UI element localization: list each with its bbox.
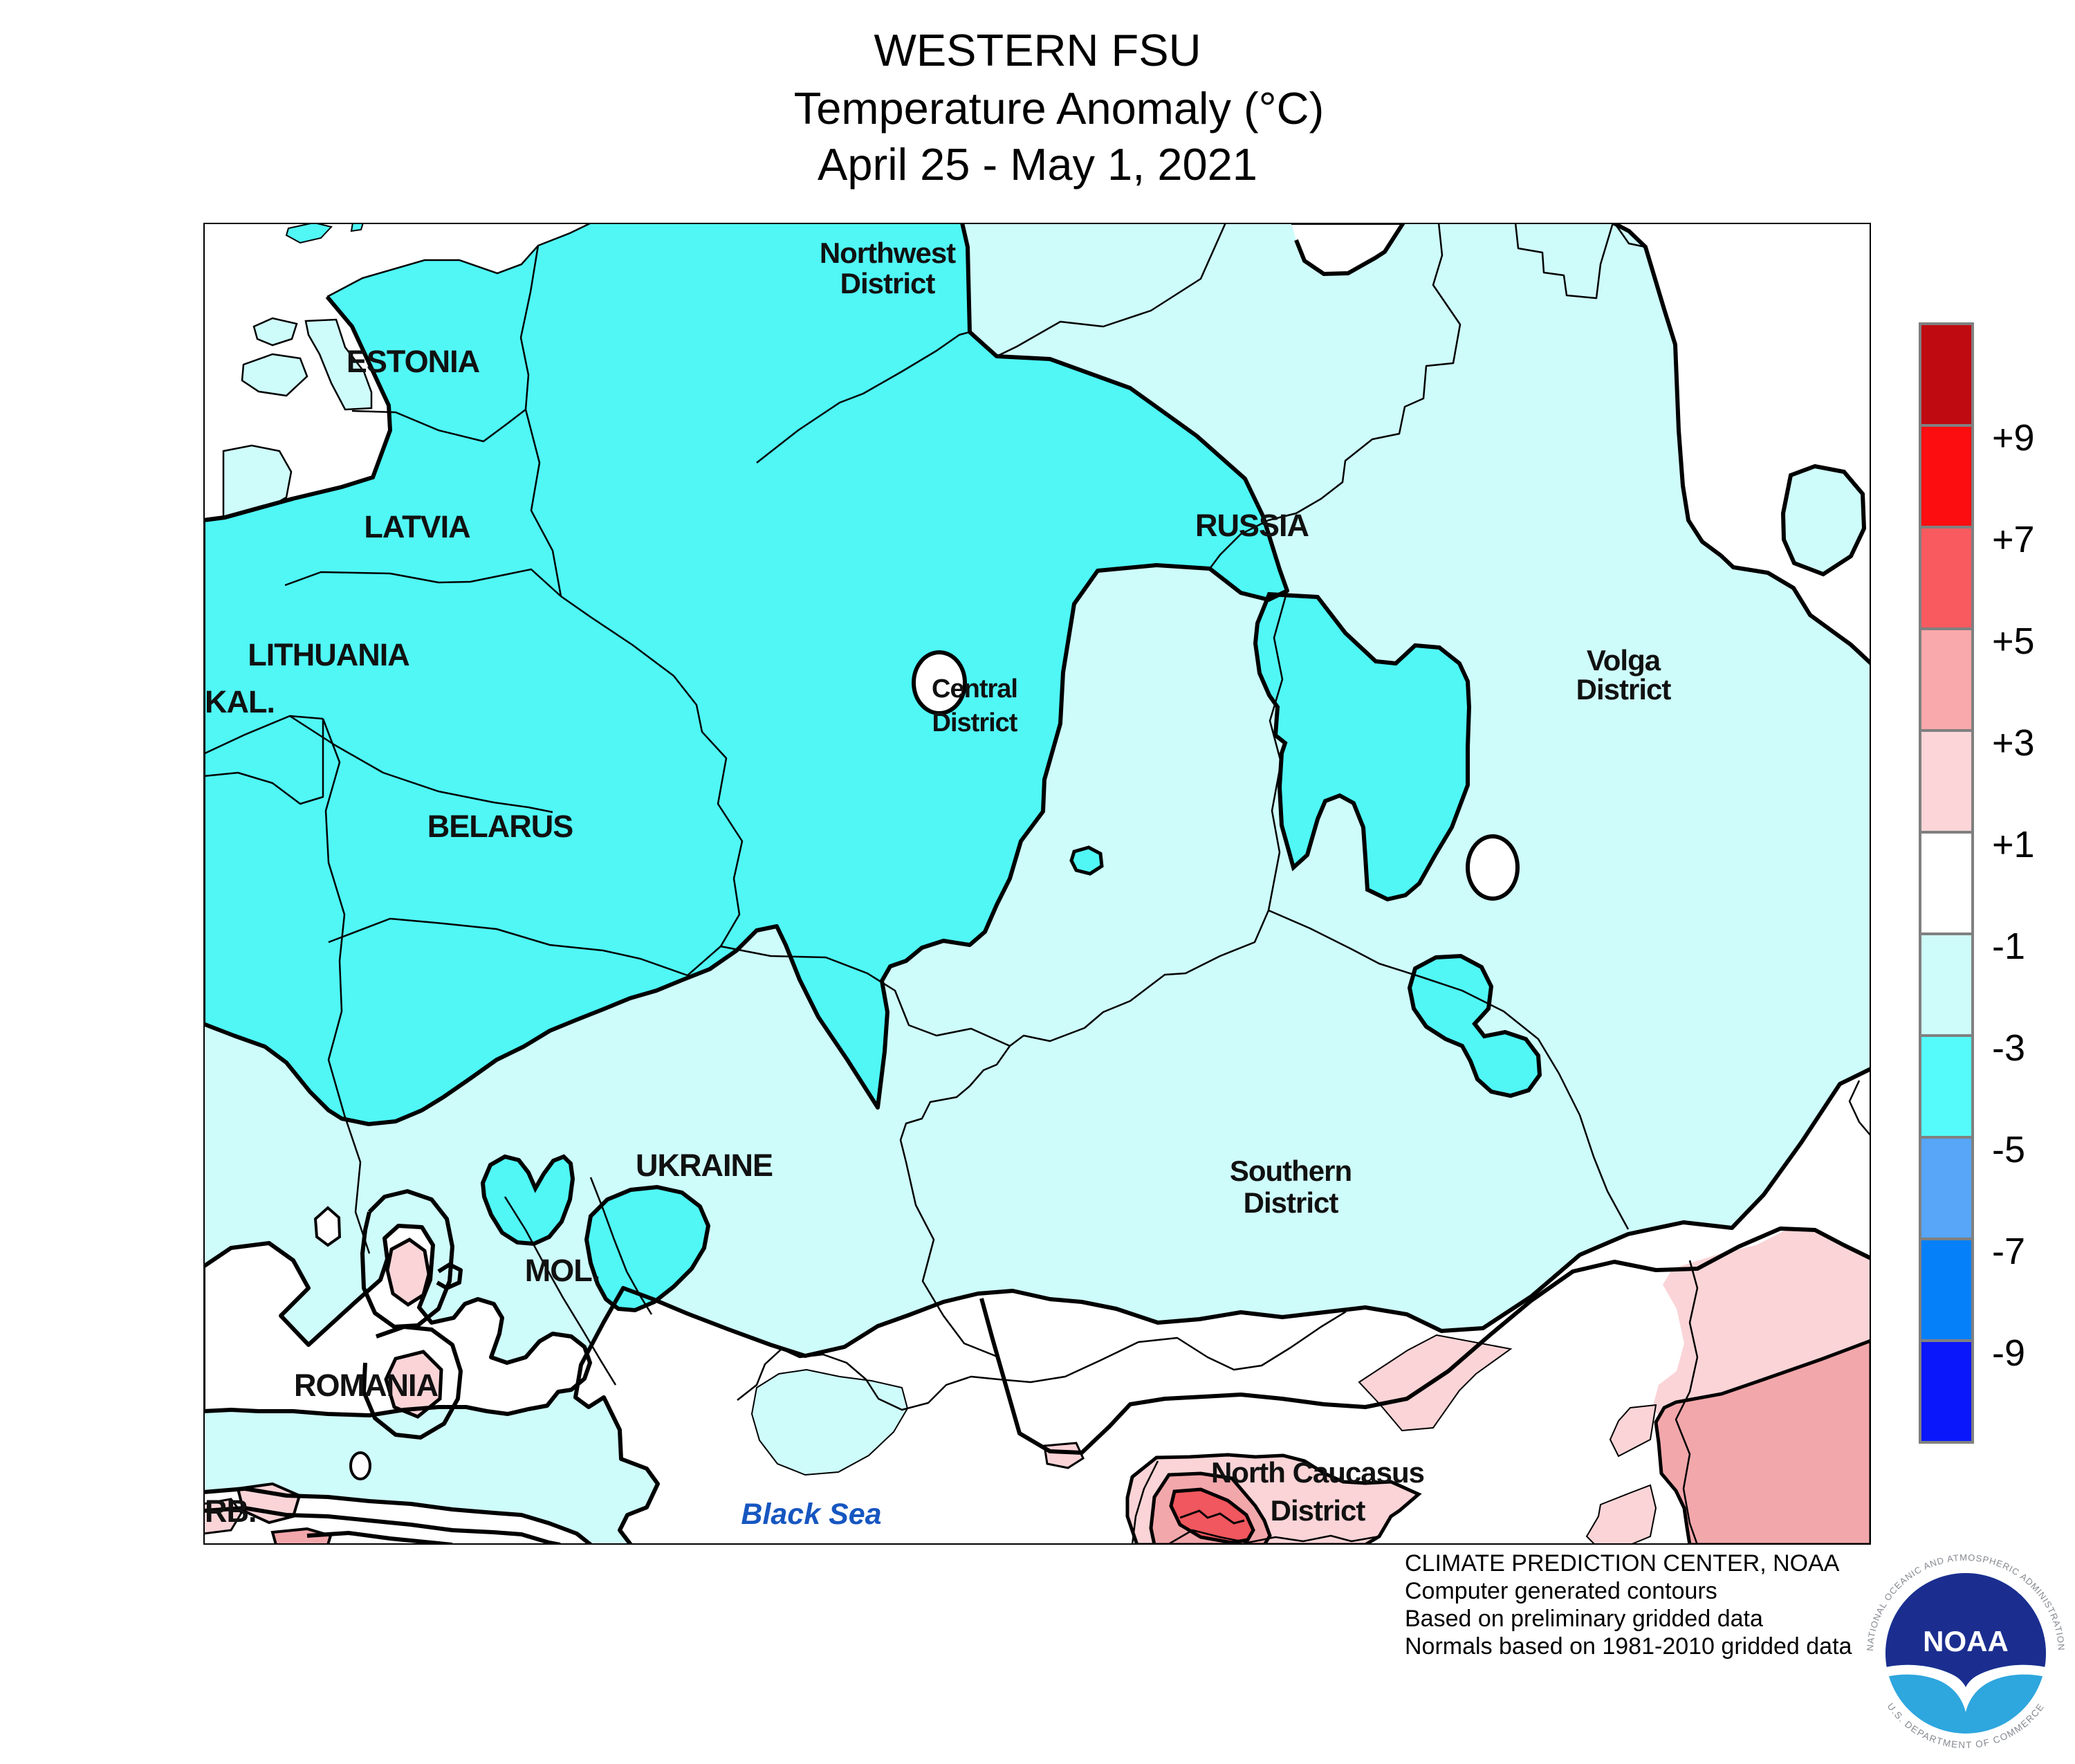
svg-text:+7: +7: [1992, 519, 2035, 560]
svg-text:Black Sea: Black Sea: [741, 1498, 881, 1531]
svg-text:District: District: [1244, 1186, 1339, 1219]
svg-text:BELARUS: BELARUS: [427, 809, 573, 844]
svg-text:LATVIA: LATVIA: [364, 509, 470, 544]
svg-text:NOAA: NOAA: [1923, 1625, 2009, 1657]
svg-text:ESTONIA: ESTONIA: [347, 344, 480, 379]
svg-text:District: District: [1271, 1494, 1366, 1527]
svg-text:KAL.: KAL.: [205, 684, 275, 719]
svg-text:-9: -9: [1992, 1332, 2025, 1374]
svg-text:Northwest: Northwest: [820, 237, 956, 269]
svg-text:MOL.: MOL.: [525, 1253, 600, 1288]
svg-text:UKRAINE: UKRAINE: [636, 1148, 773, 1183]
svg-text:District: District: [932, 708, 1018, 737]
svg-text:Volga: Volga: [1587, 644, 1661, 677]
svg-text:RB.: RB.: [205, 1494, 257, 1529]
svg-text:Central: Central: [932, 674, 1017, 704]
svg-text:District: District: [1576, 673, 1672, 706]
svg-text:North Caucasus: North Caucasus: [1211, 1456, 1424, 1489]
svg-text:LITHUANIA: LITHUANIA: [248, 637, 409, 672]
svg-text:-7: -7: [1992, 1231, 2025, 1272]
svg-text:+9: +9: [1992, 417, 2035, 459]
svg-text:-3: -3: [1992, 1027, 2025, 1069]
svg-text:-1: -1: [1992, 926, 2025, 967]
svg-text:Southern: Southern: [1230, 1155, 1352, 1187]
svg-text:District: District: [840, 267, 936, 300]
svg-text:ROMANIA: ROMANIA: [294, 1368, 438, 1403]
svg-text:-5: -5: [1992, 1129, 2025, 1170]
svg-text:+3: +3: [1992, 722, 2035, 764]
svg-text:+1: +1: [1992, 824, 2035, 865]
svg-text:+5: +5: [1992, 621, 2035, 662]
svg-text:RUSSIA: RUSSIA: [1195, 508, 1309, 543]
